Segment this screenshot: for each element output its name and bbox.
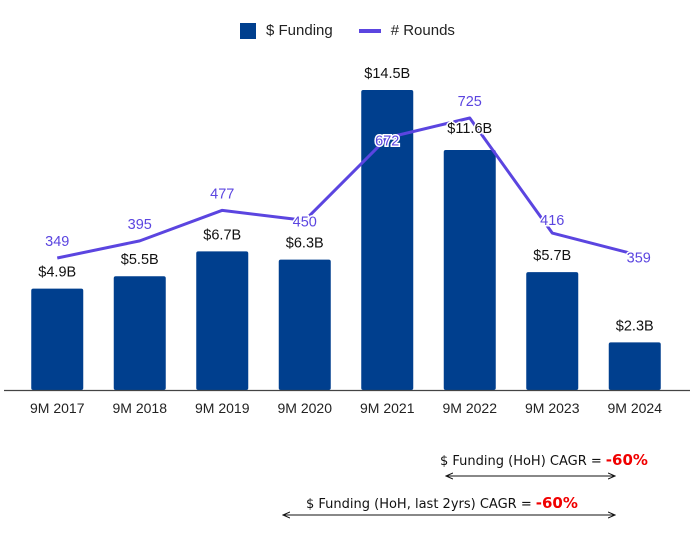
line-data-label: 725 bbox=[458, 94, 482, 110]
x-tick-label: 9M 2020 bbox=[278, 400, 333, 416]
legend-label-funding: $ Funding bbox=[266, 22, 333, 39]
cagr-value-1: -60% bbox=[605, 451, 648, 469]
x-tick-label: 9M 2022 bbox=[443, 400, 498, 416]
bar-9m-2018 bbox=[113, 276, 166, 390]
bar-data-label: $11.6B bbox=[447, 121, 492, 137]
bar-data-label: $6.7B bbox=[203, 227, 241, 243]
cagr-text-2: $ Funding (HoH, last 2yrs) CAGR = bbox=[306, 497, 532, 512]
legend: $ Funding # Rounds bbox=[240, 22, 481, 39]
legend-label-rounds: # Rounds bbox=[390, 22, 455, 39]
x-tick-label: 9M 2024 bbox=[608, 400, 663, 416]
x-tick-label: 9M 2023 bbox=[525, 400, 580, 416]
legend-item-funding: $ Funding bbox=[240, 22, 333, 39]
legend-item-rounds: # Rounds bbox=[358, 22, 455, 39]
bar-9m-2017 bbox=[31, 288, 84, 390]
bar-data-label: $6.3B bbox=[286, 236, 324, 252]
cagr-annotation-1: $ Funding (HoH) CAGR = -60% bbox=[440, 451, 648, 469]
line-data-label: 359 bbox=[627, 250, 651, 266]
bar-9m-2022 bbox=[443, 150, 496, 390]
bar-9m-2023 bbox=[526, 272, 579, 390]
x-tick-label: 9M 2019 bbox=[195, 400, 250, 416]
x-tick-label: 9M 2017 bbox=[30, 400, 85, 416]
line-data-label: 395 bbox=[128, 217, 152, 233]
bar-9m-2024 bbox=[608, 342, 661, 390]
cagr-annotation-2: $ Funding (HoH, last 2yrs) CAGR = -60% bbox=[306, 494, 578, 512]
line-data-label: 450 bbox=[293, 214, 317, 230]
bar-data-label: $2.3B bbox=[616, 318, 654, 334]
bar-9m-2021 bbox=[361, 90, 414, 390]
bar-data-label: $14.5B bbox=[364, 66, 410, 82]
line-data-label: 672 bbox=[375, 134, 399, 150]
legend-swatch-line bbox=[358, 28, 381, 33]
line-data-label: 477 bbox=[210, 186, 234, 202]
x-tick-label: 9M 2021 bbox=[360, 400, 415, 416]
legend-swatch-bar bbox=[240, 22, 256, 39]
x-tick-label: 9M 2018 bbox=[113, 400, 168, 416]
line-data-label: 416 bbox=[540, 213, 564, 229]
bar-9m-2019 bbox=[196, 251, 249, 390]
cagr-value-2: -60% bbox=[535, 494, 578, 512]
line-data-label: 349 bbox=[45, 234, 69, 250]
bar-data-label: $5.7B bbox=[533, 248, 571, 264]
rounds-line bbox=[56, 116, 636, 260]
bar-9m-2020 bbox=[278, 259, 331, 390]
bar-data-label: $5.5B bbox=[121, 252, 159, 268]
cagr-text-1: $ Funding (HoH) CAGR = bbox=[440, 454, 602, 469]
bar-data-label: $4.9B bbox=[38, 265, 76, 281]
